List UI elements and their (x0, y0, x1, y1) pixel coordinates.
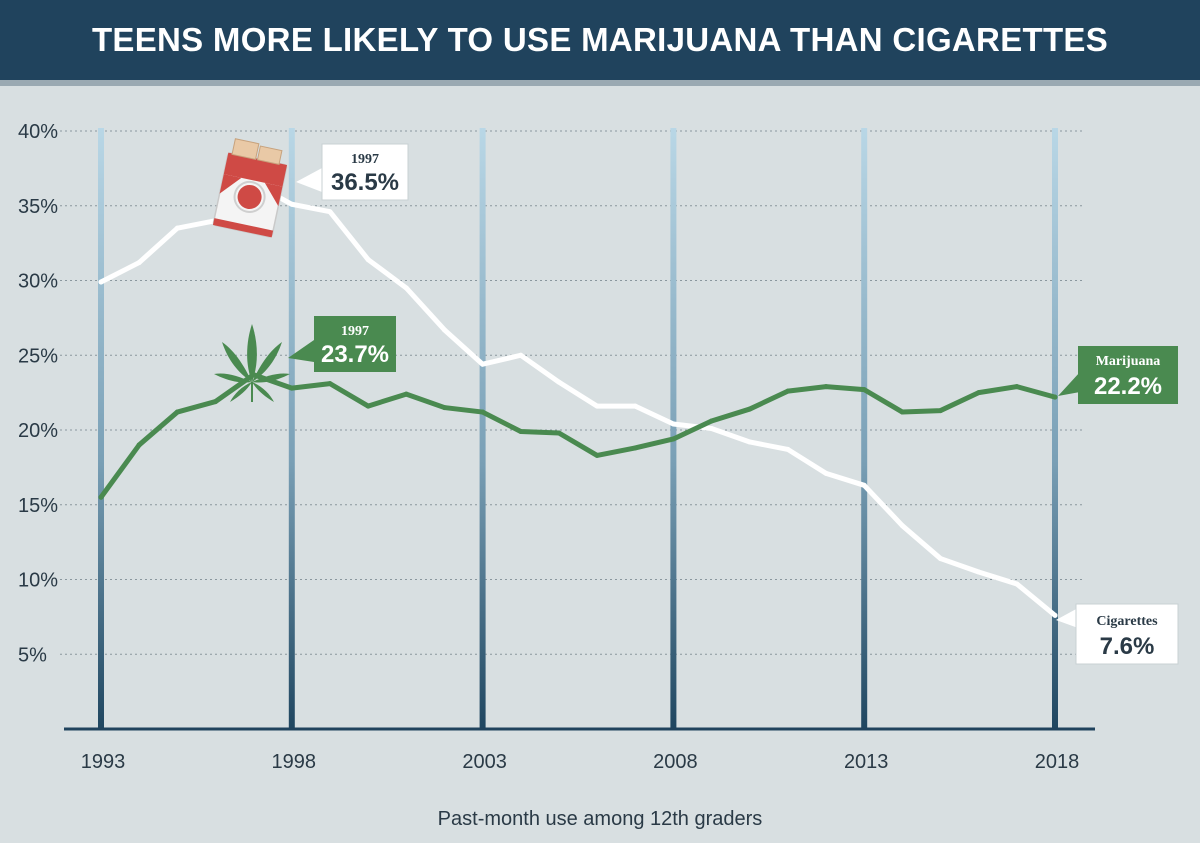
data-point-marijuana (709, 418, 715, 424)
data-point-cigarettes (1014, 581, 1020, 587)
y-tick-label: 20% (18, 420, 58, 442)
data-point-marijuana (976, 390, 982, 396)
x-axis-label: Past-month use among 12th graders (437, 808, 763, 830)
x-tick-label: 1993 (81, 751, 126, 773)
data-point-cigarettes (709, 426, 715, 432)
data-point-cigarettes (785, 446, 791, 452)
callout-cig-peak-value: 36.5% (331, 169, 399, 196)
data-point-marijuana (594, 452, 600, 458)
data-point-marijuana (823, 384, 829, 390)
data-point-marijuana (289, 385, 295, 391)
year-bars (98, 128, 1058, 729)
data-point-cigarettes (174, 225, 180, 231)
x-tick-label: 2003 (462, 751, 507, 773)
data-point-marijuana (174, 409, 180, 415)
data-point-cigarettes (365, 257, 371, 263)
data-point-marijuana (861, 387, 867, 393)
data-point-cigarettes (747, 439, 753, 445)
data-point-marijuana (1052, 394, 1058, 400)
callout-cig-end-value: 7.6% (1100, 633, 1155, 660)
y-tick-label: 35% (18, 196, 58, 218)
year-bar (861, 128, 868, 729)
data-point-cigarettes (861, 482, 867, 488)
x-tick-label: 1998 (272, 751, 317, 773)
callout-mj-peak-year: 1997 (341, 324, 369, 339)
series-line-marijuana (98, 372, 1058, 500)
cigarette-pack-icon (212, 138, 288, 238)
y-tick-label: 5% (18, 644, 47, 666)
data-point-cigarettes (594, 403, 600, 409)
data-point-cigarettes (136, 260, 142, 266)
cannabis-leaf-icon (214, 324, 290, 402)
data-point-marijuana (518, 428, 524, 434)
data-point-cigarettes (632, 403, 638, 409)
data-point-cigarettes (976, 569, 982, 575)
data-point-marijuana (785, 388, 791, 394)
data-point-cigarettes (403, 285, 409, 291)
year-bar (288, 128, 295, 729)
callout-cig-peak: 1997 36.5% (296, 143, 409, 201)
y-tick-label: 30% (18, 271, 58, 293)
year-bar (479, 128, 486, 729)
callouts: 1997 36.5% 1997 23.7% Marijuana 22.2% Ci… (288, 143, 1179, 665)
data-point-marijuana (556, 430, 562, 436)
year-bar (98, 128, 104, 729)
data-point-marijuana (670, 436, 676, 442)
y-tick-label: 40% (18, 121, 58, 143)
data-point-cigarettes (938, 556, 944, 562)
data-point-marijuana (403, 391, 409, 397)
callout-cig-end: Cigarettes 7.6% (1056, 603, 1179, 665)
callout-cig-peak-year: 1997 (351, 152, 379, 167)
title-banner: TEENS MORE LIKELY TO USE MARIJUANA THAN … (0, 0, 1200, 86)
data-point-marijuana (136, 442, 142, 448)
y-tick-label: 10% (18, 570, 58, 592)
icons (212, 138, 290, 402)
y-tick-label: 25% (18, 345, 58, 367)
x-tick-label: 2008 (653, 751, 698, 773)
data-point-marijuana (365, 403, 371, 409)
data-point-cigarettes (98, 279, 104, 285)
data-point-cigarettes (556, 379, 562, 385)
data-point-marijuana (212, 399, 218, 405)
data-point-marijuana (441, 405, 447, 411)
data-point-marijuana (899, 409, 905, 415)
chart-title: TEENS MORE LIKELY TO USE MARIJUANA THAN … (91, 21, 1109, 58)
data-point-cigarettes (899, 523, 905, 529)
callout-cig-end-series: Cigarettes (1096, 614, 1158, 629)
data-point-marijuana (747, 406, 753, 412)
callout-mj-end-value: 22.2% (1094, 373, 1162, 400)
data-point-marijuana (938, 408, 944, 414)
year-bar (1052, 128, 1058, 729)
data-point-marijuana (632, 445, 638, 451)
x-tick-label: 2018 (1035, 751, 1080, 773)
data-point-marijuana (480, 409, 486, 415)
data-point-marijuana (1014, 384, 1020, 390)
data-point-marijuana (327, 381, 333, 387)
data-point-cigarettes (441, 327, 447, 333)
axes: 5% 10% 15% 20% 25% 30% 35% 40% 1993 1998 2003 2008 2… (18, 121, 1095, 773)
data-point-cigarettes (480, 361, 486, 367)
year-bar (670, 128, 677, 729)
callout-mj-peak: 1997 23.7% (288, 316, 396, 372)
series-line-cigarettes (98, 180, 1058, 618)
data-point-cigarettes (823, 470, 829, 476)
series-lines (98, 180, 1058, 618)
x-tick-label: 2013 (844, 751, 889, 773)
data-point-cigarettes (289, 201, 295, 207)
data-point-cigarettes (670, 421, 676, 427)
callout-mj-end: Marijuana 22.2% (1058, 346, 1178, 404)
callout-mj-end-series: Marijuana (1096, 354, 1161, 369)
callout-mj-peak-value: 23.7% (321, 341, 389, 368)
data-point-cigarettes (327, 209, 333, 215)
y-tick-label: 15% (18, 495, 58, 517)
data-point-cigarettes (518, 352, 524, 358)
data-point-cigarettes (1052, 612, 1058, 618)
data-point-marijuana (98, 494, 104, 500)
